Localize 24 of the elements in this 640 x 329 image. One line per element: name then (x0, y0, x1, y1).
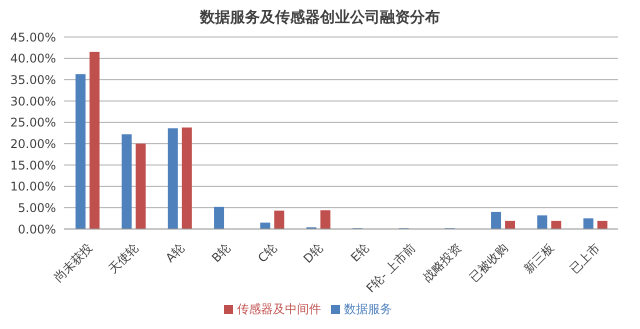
x-tick-label: 已上市 (567, 240, 603, 276)
x-tick-label: 已被收购 (466, 240, 510, 285)
y-tick-label: 40.00% (10, 52, 56, 66)
x-tick-label: 天使轮 (106, 240, 142, 276)
x-tick-label: C轮 (255, 240, 280, 266)
y-tick-label: 45.00% (10, 30, 56, 44)
y-tick-label: 25.00% (10, 116, 56, 130)
x-tick-label: 尚未获投 (51, 240, 95, 285)
x-tick-label: 新三板 (521, 240, 557, 276)
legend-label: 传感器及中间件 (237, 302, 321, 316)
y-tick-label: 35.00% (10, 72, 56, 87)
y-tick-label: 10.00% (10, 180, 56, 194)
legend-label: 数据服务 (344, 302, 392, 316)
x-tick-label: 战略投资 (420, 240, 464, 285)
y-tick-label: 0.00% (18, 222, 56, 236)
chart-title: 数据服务及传感器创业公司融资分布 (198, 8, 441, 27)
x-tick-label: B轮 (209, 240, 234, 266)
x-tick-label: D轮 (300, 240, 326, 266)
y-tick-label: 30.00% (10, 94, 56, 108)
y-tick-label: 15.00% (10, 158, 56, 172)
y-tick-label: 20.00% (10, 136, 56, 151)
y-tick-label: 5.00% (18, 200, 56, 215)
x-tick-label: E轮 (348, 240, 372, 265)
x-tick-label: A轮 (163, 240, 188, 266)
